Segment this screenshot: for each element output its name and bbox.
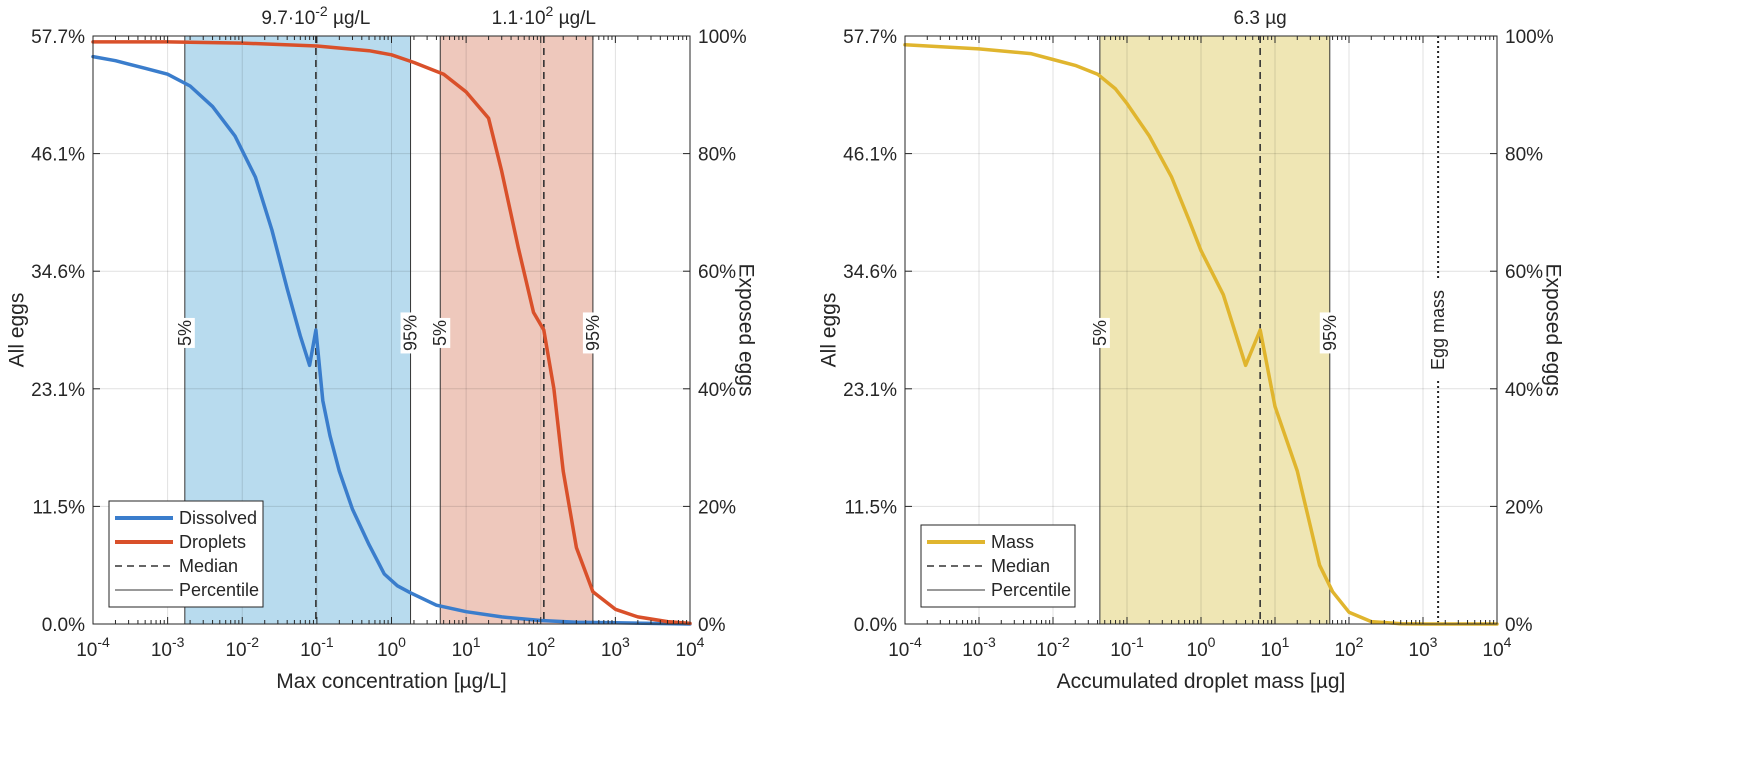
- percentile-label-bg: [1319, 312, 1340, 354]
- x-tick-label: 10-4: [76, 634, 110, 661]
- egg-mass-label: Egg mass: [1428, 290, 1448, 370]
- x-tick-label: 10-2: [225, 634, 259, 661]
- x-tick-label: 103: [1409, 634, 1438, 661]
- legend: Mass Median Percentile: [920, 524, 1076, 608]
- legend-box: [108, 500, 264, 608]
- legend-entry-label: Median: [179, 556, 238, 576]
- y-tick-label-left: 46.1%: [31, 145, 85, 166]
- y-axis-label-left: All eggs: [818, 293, 841, 368]
- x-tick-label: 104: [676, 634, 705, 661]
- legend: Dissolved Droplets Median Percentile: [108, 500, 264, 608]
- x-tick-label: 10-3: [151, 634, 185, 661]
- y-tick-label-left: 0.0%: [854, 615, 897, 636]
- x-tick-label: 100: [1187, 634, 1216, 661]
- percentile-band: [1099, 36, 1330, 624]
- y-axis-label-right: Exposed eggs: [1542, 263, 1565, 396]
- percentile-label: 5%: [430, 320, 450, 346]
- x-tick-label: 10-1: [1110, 634, 1144, 661]
- y-tick-label-left: 23.1%: [31, 380, 85, 401]
- x-tick-label: 102: [1335, 634, 1364, 661]
- y-tick-label-right: 40%: [698, 380, 736, 401]
- series-line-mass: [903, 43, 1499, 626]
- percentile-label-bg: [1089, 317, 1110, 348]
- x-tick-label: 10-3: [962, 634, 996, 661]
- x-tick-label: 10-1: [300, 634, 334, 661]
- median-value-label: 9.7·10-2 µg/L: [261, 3, 370, 29]
- x-tick-label: 102: [526, 634, 555, 661]
- x-tick-label: 10-2: [1036, 634, 1070, 661]
- y-tick-label-left: 23.1%: [843, 380, 897, 401]
- x-tick-label: 104: [1483, 634, 1512, 661]
- y-tick-label-left: 46.1%: [843, 145, 897, 166]
- x-tick-label: 10-4: [888, 634, 922, 661]
- y-tick-label-right: 20%: [1505, 497, 1543, 518]
- percentile-label: 5%: [175, 320, 195, 346]
- percentile-label-bg: [582, 312, 603, 354]
- series-line-dissolved: [91, 54, 692, 626]
- y-tick-label-right: 20%: [698, 497, 736, 518]
- legend-entry-label: Percentile: [991, 580, 1071, 600]
- percentile-label: 95%: [583, 315, 603, 351]
- y-tick-label-right: 100%: [698, 27, 747, 48]
- y-tick-label-left: 34.6%: [843, 262, 897, 283]
- legend-box: [920, 524, 1076, 608]
- percentile-label-bg: [430, 317, 451, 348]
- y-axis-label-left: All eggs: [6, 293, 29, 368]
- x-axis-label: Accumulated droplet mass [µg]: [1057, 670, 1346, 693]
- percentile-label: 95%: [401, 315, 421, 351]
- percentile-label-bg: [174, 317, 195, 348]
- x-axis-label: Max concentration [µg/L]: [276, 670, 506, 693]
- y-tick-label-right: 80%: [698, 145, 736, 166]
- y-tick-label-left: 11.5%: [845, 497, 898, 518]
- y-tick-label-left: 11.5%: [33, 497, 86, 518]
- legend-entry-label: Percentile: [179, 580, 259, 600]
- y-tick-label-right: 60%: [1505, 262, 1543, 283]
- median-value-label: 1.1·102 µg/L: [492, 3, 596, 29]
- legend-entry-label: Dissolved: [179, 508, 257, 528]
- legend-entry-label: Median: [991, 556, 1050, 576]
- x-tick-label: 100: [377, 634, 406, 661]
- y-tick-label-right: 40%: [1505, 380, 1543, 401]
- legend-entry-label: Droplets: [179, 532, 246, 552]
- egg-mass-label-bg: [1427, 280, 1450, 380]
- series-line-droplets: [91, 40, 692, 626]
- percentile-label-bg: [400, 312, 421, 354]
- percentile-band: [440, 36, 593, 624]
- percentile-label: 5%: [1090, 320, 1110, 346]
- y-tick-label-right: 80%: [1505, 145, 1543, 166]
- y-tick-label-left: 57.7%: [31, 27, 85, 48]
- x-tick-label: 101: [1261, 634, 1290, 661]
- y-axis-label-right: Exposed eggs: [735, 263, 758, 396]
- y-tick-label-left: 0.0%: [42, 615, 85, 636]
- y-tick-label-left: 34.6%: [31, 262, 85, 283]
- chart-panel-max-concentration: 5% 95% 5% 95% 10-4 10-3 10-2 10-1 100 101 102 103 10…: [6, 3, 758, 693]
- y-tick-label-right: 60%: [698, 262, 736, 283]
- x-tick-label: 101: [452, 634, 481, 661]
- y-tick-label-left: 57.7%: [843, 27, 897, 48]
- percentile-label: 95%: [1320, 315, 1340, 351]
- x-tick-label: 103: [601, 634, 630, 661]
- median-value-label: 6.3 µg: [1234, 8, 1287, 29]
- y-tick-label-right: 0%: [1505, 615, 1533, 636]
- chart-panel-accumulated-droplet-mass: 5% 95% Egg mass 10-4 10-3 10-2 10-1 100 101 102 10…: [818, 8, 1565, 693]
- y-tick-label-right: 0%: [698, 615, 726, 636]
- y-tick-label-right: 100%: [1505, 27, 1554, 48]
- legend-entry-label: Mass: [991, 532, 1034, 552]
